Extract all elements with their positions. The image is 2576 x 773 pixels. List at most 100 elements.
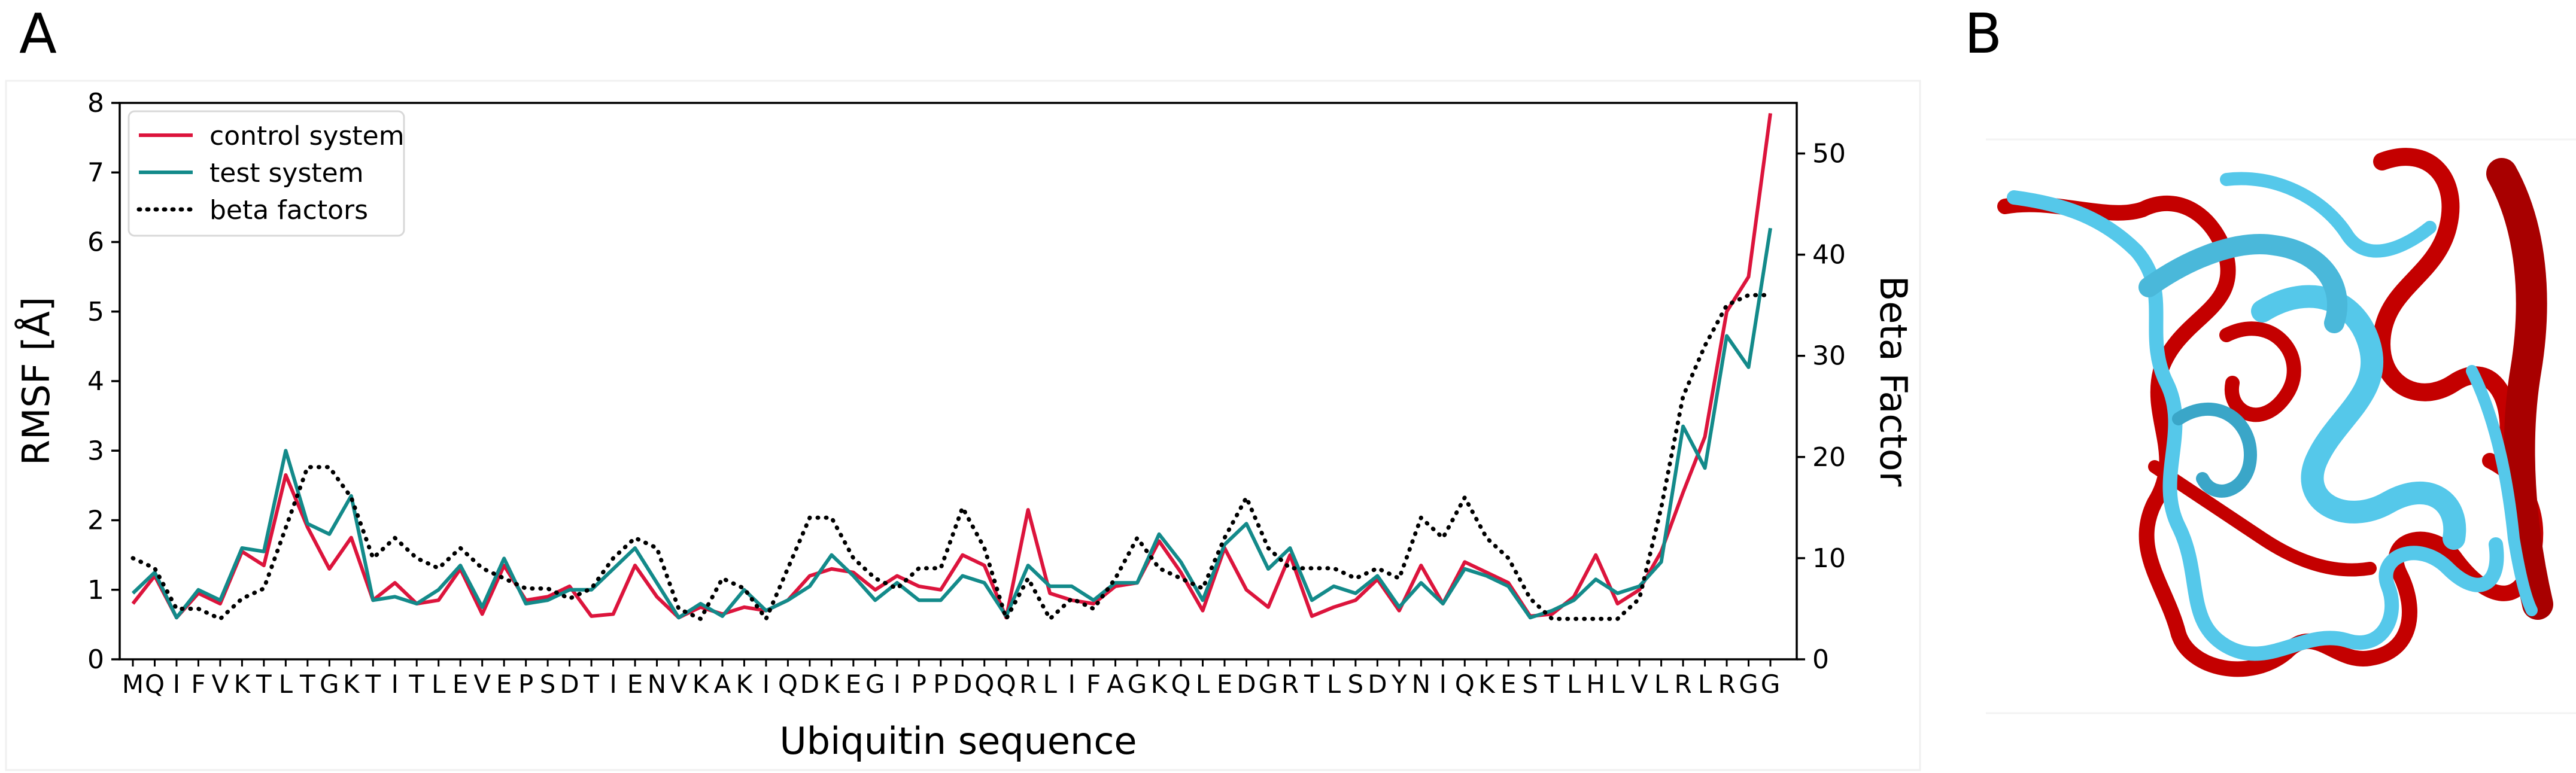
- x-axis-label: Ubiquitin sequence: [779, 719, 1137, 763]
- x-tick-label: Q: [1171, 669, 1191, 699]
- red-ribbon-backbone: [1997, 196, 2544, 677]
- y-tick-label: 7: [87, 157, 104, 188]
- x-tick-label: Q: [778, 669, 798, 699]
- red-ribbon-loop: [2219, 321, 2301, 422]
- x-tick-label: I: [763, 669, 770, 699]
- x-tick-label: H: [1586, 669, 1605, 699]
- y2-tick-label: 0: [1812, 644, 1829, 675]
- x-tick-label: G: [1259, 669, 1278, 699]
- y-tick-label: 8: [87, 88, 104, 118]
- x-tick-label: L: [432, 669, 446, 699]
- x-tick-label: A: [714, 669, 731, 699]
- y-tick-label: 6: [87, 227, 104, 258]
- x-tick-label: F: [1086, 669, 1101, 699]
- red-beta-strand: [2486, 158, 2553, 620]
- x-tick-label: P: [912, 669, 926, 699]
- series-line-control-system: [131, 113, 1772, 620]
- x-tick-label: G: [1739, 669, 1758, 699]
- legend-box: [127, 110, 405, 237]
- x-tick-label: S: [1348, 669, 1364, 699]
- y-tick-label: 3: [87, 436, 104, 466]
- panel-label-a: A: [19, 2, 57, 66]
- x-tick-label: L: [1196, 669, 1210, 699]
- x-tick-label: N: [1412, 669, 1430, 699]
- x-tick-label: I: [894, 669, 901, 699]
- x-tick-label: T: [364, 669, 381, 699]
- x-tick-label: M: [122, 669, 144, 699]
- x-tick-label: S: [1522, 669, 1538, 699]
- x-tick-label: E: [1217, 669, 1233, 699]
- x-tick-label: D: [800, 669, 819, 699]
- x-tick-label: K: [692, 669, 710, 699]
- cyan-ribbon-inner: [2172, 402, 2257, 498]
- y2-tick-label: 20: [1812, 442, 1846, 473]
- x-tick-label: D: [560, 669, 579, 699]
- x-tick-label: A: [1107, 669, 1124, 699]
- x-tick-label: L: [1567, 669, 1581, 699]
- x-tick-label: T: [583, 669, 599, 699]
- x-tick-label: L: [1327, 669, 1341, 699]
- y2-axis-label: Beta Factor: [1872, 276, 1915, 487]
- x-tick-label: T: [1304, 669, 1320, 699]
- x-tick-label: G: [865, 669, 885, 699]
- x-tick-label: V: [473, 669, 491, 699]
- x-tick-label: L: [1654, 669, 1669, 699]
- x-tick-label: V: [212, 669, 229, 699]
- x-tick-label: K: [1478, 669, 1496, 699]
- legend: control system test system beta factors: [127, 110, 405, 237]
- x-tick-label: Y: [1391, 669, 1407, 699]
- x-tick-label: T: [1544, 669, 1560, 699]
- x-tick-label: N: [648, 669, 666, 699]
- legend-label-beta: beta factors: [209, 195, 368, 226]
- left-axis-ticks: 0 1 2 3 4 5 6 7 8: [87, 88, 120, 675]
- x-tick-label: P: [518, 669, 533, 699]
- x-tick-label: K: [234, 669, 251, 699]
- y2-tick-label: 40: [1812, 240, 1846, 270]
- cyan-ribbon-helix: [2251, 285, 2466, 550]
- series-lines: [130, 113, 1773, 621]
- series-line-beta-factors: [130, 293, 1773, 621]
- y-axis-label: RMSF [Å]: [14, 297, 58, 465]
- panel-a-frame: [5, 80, 1921, 771]
- x-tick-label: L: [279, 669, 293, 699]
- y-tick-label: 1: [87, 575, 104, 605]
- right-axis-ticks: 0 10 20 30 40 50: [1797, 139, 1846, 675]
- x-tick-label: D: [1368, 669, 1387, 699]
- x-tick-label: T: [299, 669, 315, 699]
- x-tick-label: Q: [997, 669, 1016, 699]
- x-tick-label: Q: [1455, 669, 1475, 699]
- x-tick-label: G: [320, 669, 339, 699]
- x-tick-label: S: [540, 669, 556, 699]
- x-tick-label: I: [1439, 669, 1447, 699]
- x-tick-label: D: [1237, 669, 1256, 699]
- ubiquitin-structure-image: [1997, 148, 2553, 677]
- y2-tick-label: 10: [1812, 543, 1846, 574]
- x-tick-label: R: [1281, 669, 1299, 699]
- x-tick-label: L: [1611, 669, 1625, 699]
- cyan-ribbon-right: [2466, 365, 2538, 616]
- x-tick-label: F: [191, 669, 205, 699]
- y-tick-label: 5: [87, 297, 104, 327]
- x-tick-label: E: [627, 669, 643, 699]
- x-tick-label: I: [391, 669, 399, 699]
- x-tick-label: V: [670, 669, 688, 699]
- x-tick-label: E: [1500, 669, 1517, 699]
- x-tick-label: I: [1068, 669, 1075, 699]
- x-tick-label: K: [824, 669, 841, 699]
- x-tick-label: R: [1019, 669, 1037, 699]
- x-tick-label: I: [609, 669, 616, 699]
- x-tick-label: E: [846, 669, 862, 699]
- x-tick-label: I: [173, 669, 180, 699]
- x-tick-label: T: [408, 669, 424, 699]
- x-tick-label: Q: [974, 669, 994, 699]
- x-tick-label: D: [953, 669, 972, 699]
- series-line-test-system: [131, 227, 1772, 620]
- x-tick-label: R: [1674, 669, 1691, 699]
- x-tick-label: T: [256, 669, 272, 699]
- y-tick-label: 2: [87, 506, 104, 536]
- x-tick-label: E: [496, 669, 512, 699]
- cyan-beta-sheet: [2138, 234, 2347, 333]
